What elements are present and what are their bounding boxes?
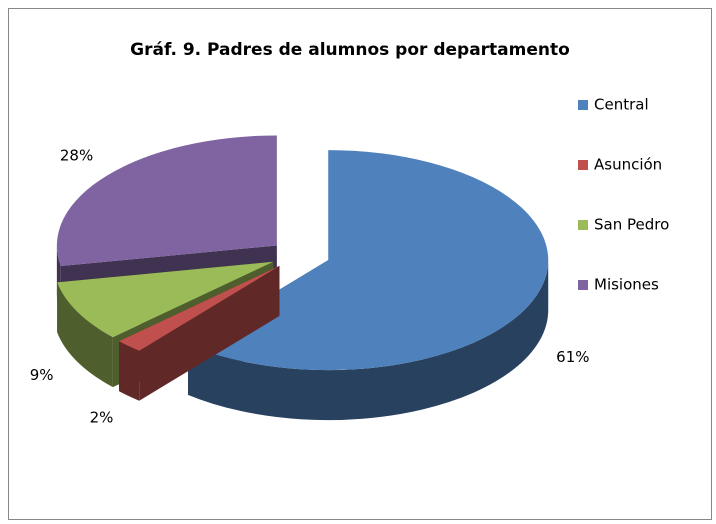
data-label: 61% (556, 348, 589, 366)
legend-label: Central (594, 96, 649, 114)
slice-side (119, 265, 280, 392)
legend-label: Asunción (594, 156, 662, 174)
slice-top (56, 135, 277, 267)
legend-label: San Pedro (594, 216, 669, 234)
slice-wall (187, 260, 549, 421)
slice-wall (119, 341, 140, 401)
chart-title: Gráf. 9. Padres de alumnos por departame… (130, 40, 570, 60)
legend-swatch (578, 100, 588, 110)
legend-swatch (578, 160, 588, 170)
legend-swatch (578, 280, 588, 290)
legend-label: Misiones (594, 276, 659, 294)
data-label: 28% (60, 147, 93, 165)
slice-wall (57, 282, 113, 388)
data-label: 2% (90, 408, 114, 426)
data-label: 9% (30, 366, 54, 384)
slice-top (57, 261, 274, 338)
pie-slice (119, 265, 280, 401)
slice-top (119, 265, 280, 351)
legend-swatch (578, 220, 588, 230)
